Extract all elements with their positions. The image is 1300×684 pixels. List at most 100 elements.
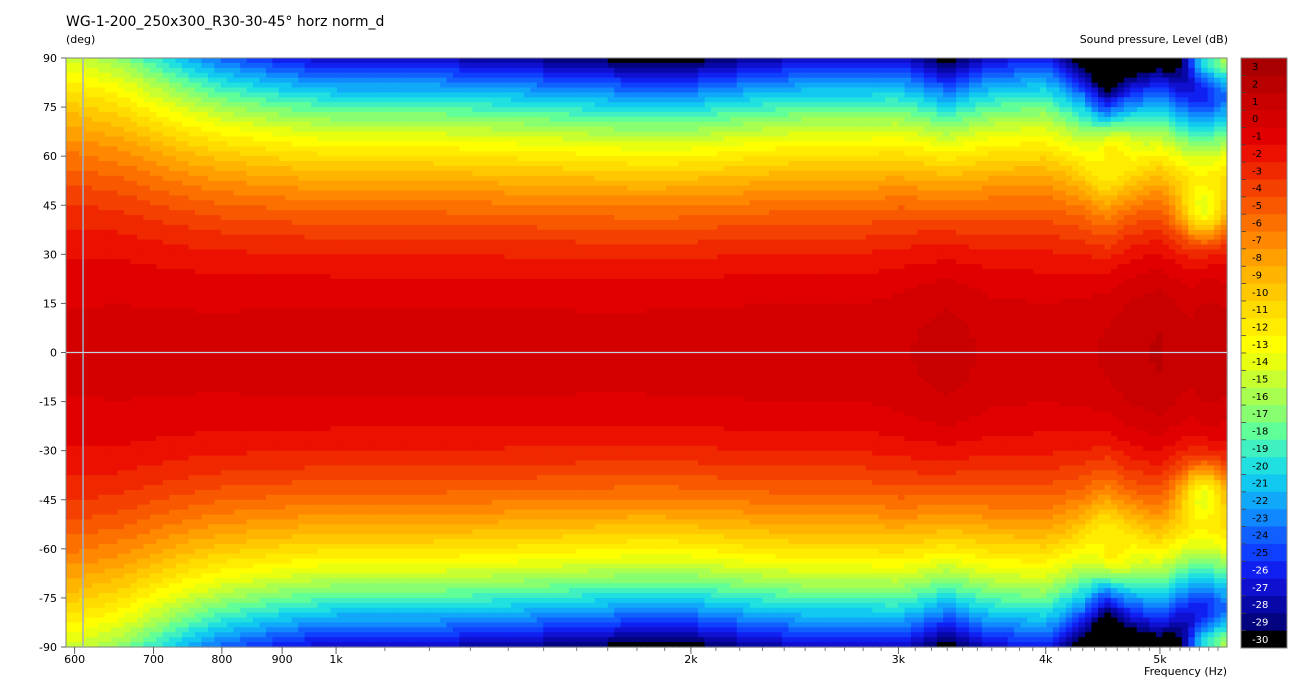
heatmap-cell [265, 151, 273, 157]
heatmap-cell [85, 136, 93, 143]
heatmap-cell [182, 102, 190, 108]
heatmap-cell [149, 475, 157, 481]
heatmap-cell [253, 396, 261, 403]
heatmap-cell [311, 377, 319, 383]
heatmap-cell [156, 480, 164, 486]
heatmap-cell [324, 87, 332, 93]
heatmap-cell [214, 583, 222, 589]
heatmap-cell [259, 475, 267, 481]
heatmap-cell [233, 161, 241, 167]
heatmap-cell [233, 607, 241, 614]
heatmap-cell [72, 62, 80, 69]
heatmap-cell [195, 234, 203, 241]
heatmap-cell [207, 514, 215, 520]
heatmap-cell [162, 426, 170, 432]
heatmap-cell [246, 509, 254, 516]
heatmap-cell [169, 607, 177, 614]
heatmap-cell [214, 396, 222, 403]
heatmap-cell [278, 131, 286, 138]
heatmap-cell [265, 185, 273, 192]
heatmap-cell [66, 342, 74, 349]
heatmap-cell [195, 102, 203, 108]
heatmap-cell [143, 381, 151, 388]
heatmap-cell [220, 514, 228, 520]
heatmap-cell [278, 92, 286, 98]
heatmap-cell [253, 293, 261, 300]
heatmap-cell [130, 386, 138, 393]
heatmap-cell [311, 612, 319, 619]
heatmap-cell [330, 131, 338, 138]
heatmap-cell [182, 362, 190, 368]
heatmap-cell [117, 602, 125, 609]
heatmap-cell [156, 499, 164, 506]
heatmap-cell [162, 77, 170, 84]
heatmap-cell [278, 180, 286, 187]
heatmap-cell [175, 391, 183, 398]
heatmap-cell [72, 593, 80, 599]
heatmap-cell [104, 612, 112, 619]
heatmap-cell [111, 146, 119, 152]
heatmap-cell [285, 426, 293, 432]
heatmap-cell [317, 480, 325, 486]
heatmap-cell [143, 92, 151, 98]
heatmap-cell [233, 362, 241, 368]
heatmap-cell [246, 67, 254, 74]
heatmap-cell [85, 141, 93, 147]
heatmap-cell [72, 543, 80, 550]
heatmap-cell [253, 578, 261, 584]
heatmap-cell [91, 543, 99, 550]
heatmap-cell [111, 269, 119, 275]
heatmap-cell [162, 259, 170, 265]
heatmap-cell [214, 185, 222, 192]
heatmap-cell [298, 475, 306, 481]
heatmap-cell [104, 534, 112, 540]
heatmap-cell [117, 558, 125, 565]
heatmap-cell [85, 406, 93, 412]
heatmap-cell [85, 632, 93, 638]
heatmap-cell [285, 455, 293, 462]
heatmap-cell [111, 416, 119, 422]
heatmap-cell [246, 308, 254, 314]
heatmap-cell [298, 480, 306, 486]
heatmap-cell [85, 219, 93, 226]
heatmap-cell [182, 416, 190, 422]
heatmap-cell [265, 622, 273, 628]
heatmap-cell [207, 180, 215, 187]
heatmap-cell [246, 72, 254, 79]
heatmap-cell [111, 116, 119, 123]
heatmap-cell [169, 406, 177, 412]
heatmap-cell [233, 347, 241, 354]
heatmap-cell [272, 92, 280, 98]
heatmap-cell [240, 455, 248, 462]
heatmap-cell [291, 445, 299, 452]
heatmap-cell [291, 293, 299, 300]
heatmap-cell [324, 254, 332, 260]
heatmap-cell [72, 259, 80, 265]
heatmap-cell [324, 175, 332, 182]
heatmap-cell [85, 489, 93, 496]
heatmap-cell [304, 480, 312, 486]
heatmap-cell [304, 558, 312, 565]
heatmap-cell [188, 475, 196, 481]
heatmap-cell [124, 126, 132, 133]
heatmap-cell [278, 465, 286, 471]
heatmap-cell [259, 607, 267, 614]
heatmap-cell [182, 298, 190, 305]
heatmap-cell [240, 332, 248, 339]
heatmap-cell [298, 161, 306, 167]
heatmap-cell [285, 210, 293, 216]
heatmap-cell [72, 337, 80, 344]
heatmap-cell [291, 377, 299, 383]
heatmap-cell [162, 416, 170, 422]
heatmap-cell [253, 352, 261, 359]
heatmap-cell [291, 141, 299, 147]
heatmap-cell [253, 524, 261, 530]
heatmap-cell [227, 524, 235, 530]
heatmap-cell [240, 249, 248, 255]
heatmap-cell [246, 323, 254, 329]
heatmap-cell [207, 489, 215, 496]
heatmap-cell [130, 273, 138, 280]
heatmap-cell [124, 480, 132, 486]
heatmap-cell [220, 195, 228, 201]
heatmap-cell [98, 548, 106, 555]
